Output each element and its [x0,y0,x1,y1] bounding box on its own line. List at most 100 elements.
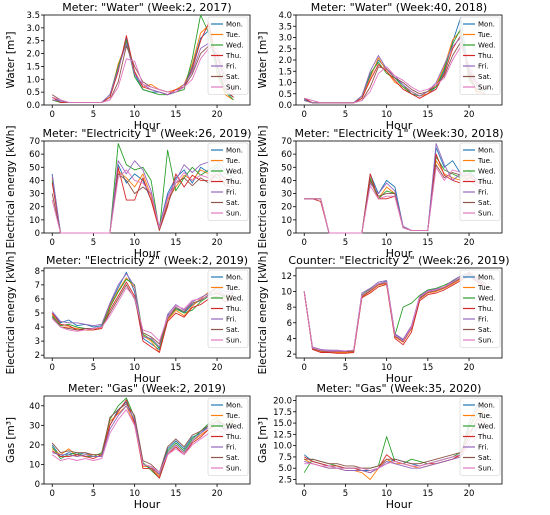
legend-entry: Thu. [477,433,493,441]
x-tick-label: 20 [212,489,223,499]
plot-frame [295,395,503,485]
legend-entry: Tue. [225,284,240,292]
y-tick-label: 0.0 [26,101,40,111]
legend-entry: Tue. [225,412,240,420]
legend-entry: Thu. [477,178,493,186]
y-tick-label: 3 [35,337,40,347]
series-line-sat [51,45,234,103]
y-tick-label: 10 [281,287,292,297]
y-axis-label: Electrical energy [kWh] [257,252,269,375]
y-axis-label: Gas [m³] [257,417,269,463]
y-tick-label: 4 [287,334,292,344]
legend-entry: Thu. [477,52,493,60]
legend-entry: Fri. [478,63,489,71]
series-line-fri [304,37,486,104]
y-axis-label: Electrical energy [kWh] [257,126,269,249]
y-tick-label: 3.5 [278,22,292,32]
legend-box [207,142,249,221]
legend-entry: Fri. [478,316,489,324]
y-tick-label: 10.0 [273,442,292,452]
plot-frame [295,140,503,234]
series-line-sun [51,287,234,342]
y-tick-label: 70 [29,137,40,147]
legend-entry: Mon. [226,147,243,155]
legend-entry: Sun. [478,337,494,345]
x-tick-label: 5 [343,238,348,248]
series-line-sun [303,273,486,352]
chart-panel-6: Counter: "Electricity 2" (Week:26, 2019)… [257,252,510,385]
series-line-sat [303,274,486,353]
legend-entry: Wed. [226,295,244,303]
y-tick-label: 50 [281,163,292,173]
legend-entry: Sat. [226,199,240,207]
x-tick-label: 0 [50,110,55,120]
x-tick-label: 15 [170,110,181,120]
y-tick-label: 10 [29,216,40,226]
y-tick-label: 3.5 [26,11,40,21]
legend-entry: Wed. [478,423,496,431]
x-tick-label: 20 [464,110,475,120]
legend-entry: Tue. [477,284,492,292]
x-tick-label: 15 [170,238,181,248]
x-axis-label: Hour [134,498,161,511]
legend-entry: Wed. [478,295,496,303]
series-line-fri [304,427,486,474]
legend-entry: Sun. [226,465,242,473]
y-tick-label: 40 [29,176,40,186]
x-tick-label: 20 [464,489,475,499]
y-tick-label: 30 [29,190,40,200]
legend-entry: Sun. [478,210,494,218]
legend-entry: Mon. [478,402,495,410]
y-tick-label: 7 [35,281,40,291]
chart-title: Meter: "Electricity 1" (Week:26, 2019) [42,127,251,140]
legend-entry: Tue. [477,31,492,39]
y-tick-label: 2.5 [278,475,292,485]
x-tick-label: 20 [212,238,223,248]
series-line-thu [51,281,234,353]
y-axis-label: Water [m³] [5,31,17,88]
x-tick-label: 5 [91,238,96,248]
chart-panel-1: Meter: "Water" (Week:2, 2017) 0 5 10 15 20 0.0… [5,1,251,132]
x-tick-label: 10 [129,489,140,499]
x-tick-label: 0 [50,363,55,373]
x-tick-label: 10 [381,238,392,248]
chart-panel-8: Meter: "Gas" (Week:35, 2020) 0 5 10 15 20 2.55… [257,382,503,511]
x-axis-label: Hour [386,119,413,132]
legend-entry: Sat. [478,199,492,207]
x-tick-label: 20 [212,363,223,373]
series-line-wed [51,278,234,349]
series-line-sun [304,46,486,104]
legend-entry: Thu. [225,178,241,186]
y-tick-label: 12 [281,272,292,282]
y-tick-label: 10 [29,460,40,470]
y-tick-label: 4.0 [278,11,292,21]
chart-panel-3: Meter: "Electricity 1" (Week:26, 2019) 0 5… [5,126,252,260]
series-line-sun [304,431,486,471]
legend-entry: Thu. [225,305,241,313]
series-line-tue [303,409,486,480]
y-tick-label: 20 [29,203,40,213]
legend-entry: Tue. [477,412,492,420]
chart-panel-4: Meter: "Electricity 1" (Week:30, 2018) 0 5… [257,126,504,260]
x-tick-label: 10 [381,363,392,373]
x-tick-label: 5 [343,110,348,120]
chart-panel-5: Meter: "Electricity 2" (Week:2, 2019) 0 5 1… [5,252,251,385]
x-axis-label: Hour [386,247,413,260]
legend-entry: Mon. [226,274,243,282]
series-line-tue [51,405,234,477]
legend-box [459,142,501,221]
series-line-thu [303,275,486,354]
series-line-tue [304,30,486,104]
x-tick-label: 5 [91,110,96,120]
y-tick-label: 30 [281,190,292,200]
chart-title: Meter: "Water" (Week:2, 2017) [62,1,231,14]
legend-entry: Wed. [226,423,244,431]
y-tick-label: 1.5 [26,62,40,72]
y-tick-label: 10 [281,216,292,226]
series-line-mon [303,273,486,353]
chart-title: Meter: "Electricity 1" (Week:30, 2018) [294,127,503,140]
x-tick-label: 15 [422,238,433,248]
chart-title: Meter: "Gas" (Week:35, 2020) [317,382,482,395]
y-tick-label: 8 [35,267,40,277]
